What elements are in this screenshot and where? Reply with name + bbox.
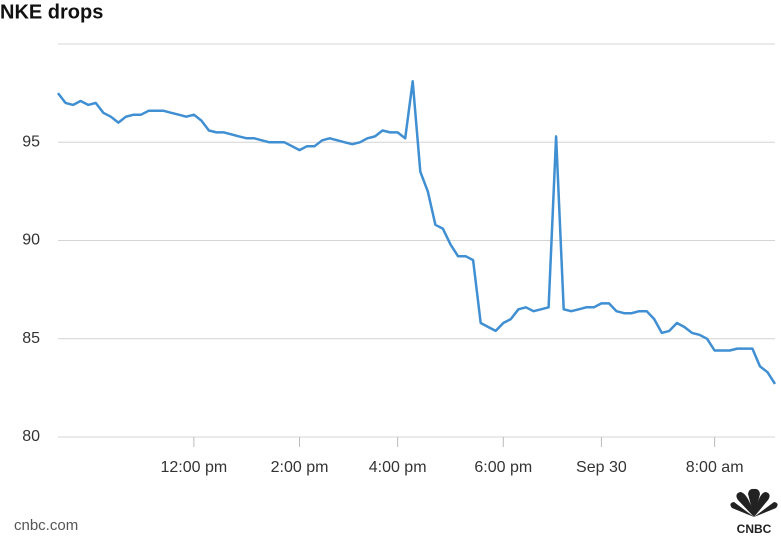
logo-feather <box>754 502 778 517</box>
x-tick-label: 6:00 pm <box>474 459 532 476</box>
source: cnbc.com <box>14 517 78 534</box>
cnbc-logo: CNBC <box>730 488 778 536</box>
logo-feather <box>736 492 754 517</box>
x-tick-label: Sep 30 <box>576 459 627 476</box>
chart-title: NKE drops <box>0 1 103 23</box>
price-line <box>57 80 777 385</box>
logo-feather <box>754 492 770 517</box>
x-tick-label: 4:00 pm <box>369 459 427 476</box>
logo-text: CNBC <box>737 522 772 536</box>
x-tick-label: 12:00 pm <box>160 459 227 476</box>
x-tick-label: 8:00 am <box>686 459 744 476</box>
y-tick-label: 80 <box>22 428 40 445</box>
logo-feather <box>730 502 754 517</box>
y-tick-label: 90 <box>22 232 40 249</box>
x-tick-label: 2:00 pm <box>271 459 329 476</box>
y-tick-label: 85 <box>22 330 40 347</box>
y-tick-label: 95 <box>22 133 40 150</box>
logo-feather <box>748 488 760 517</box>
